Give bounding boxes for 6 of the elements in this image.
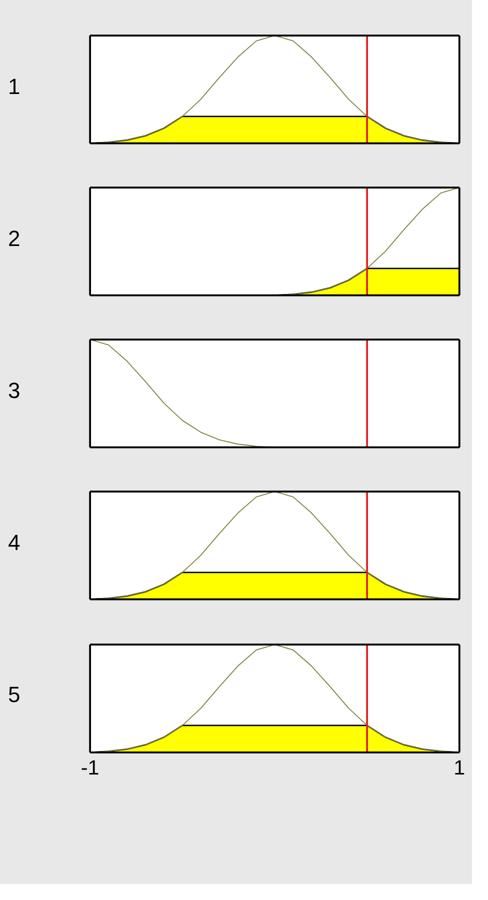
y-axis-title: 1 [8, 74, 20, 98]
y-axis-title: 5 [8, 682, 20, 706]
y-axis-title: 2 [8, 226, 20, 250]
x-tick-label: -1 [81, 756, 100, 780]
y-axis-title: 3 [8, 378, 20, 402]
y-axis-title: 4 [8, 530, 20, 554]
